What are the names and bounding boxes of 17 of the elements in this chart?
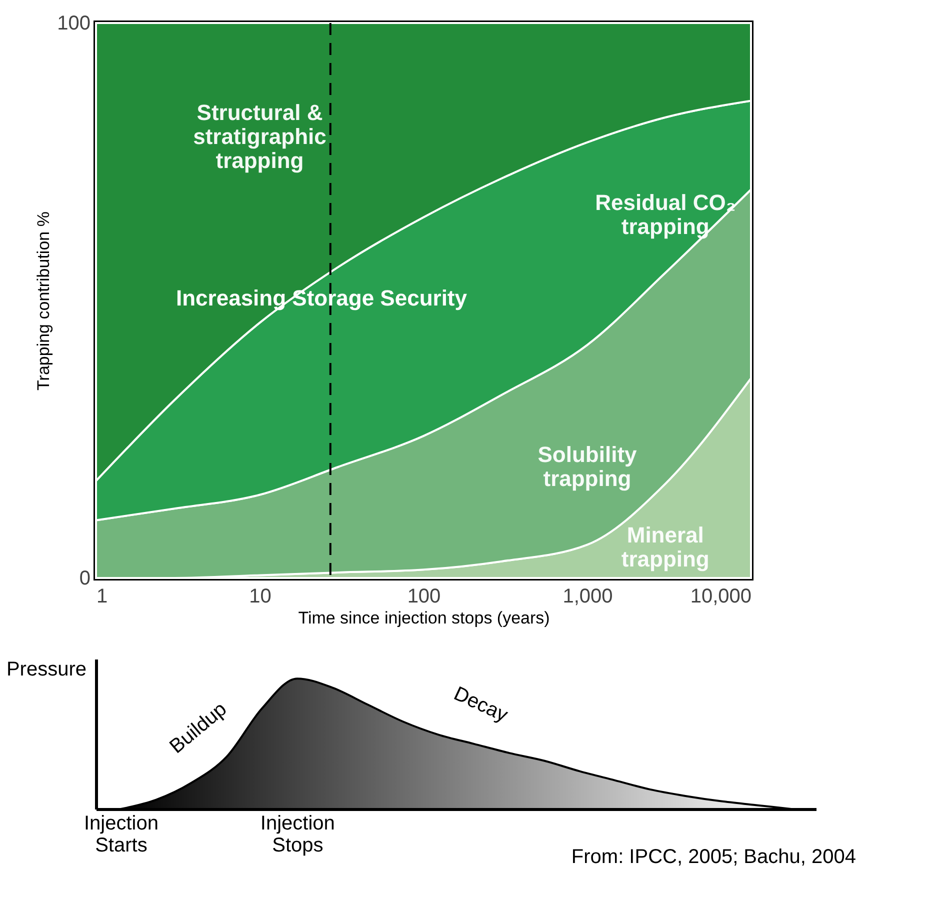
x-tick-label: 100	[407, 586, 441, 608]
x-tick-label: 1,000	[562, 586, 613, 608]
series-label: Solubility trapping	[538, 442, 638, 491]
text: From: IPCC, 2005; Bachu, 2004	[571, 846, 856, 868]
x-tick-label: 10,000	[690, 586, 752, 608]
y-tick-label: 0	[79, 568, 90, 590]
y-axis-title: Pressure	[6, 658, 86, 680]
x-tick-label: 10	[249, 586, 272, 608]
x-tick-label: Injection Starts	[84, 812, 158, 856]
series-label: Structural & stratigraphic trapping	[193, 100, 326, 173]
series-label: Residual CO₂ trapping	[595, 190, 736, 239]
series-label: Mineral trapping	[621, 522, 710, 572]
x-axis-title: Time since injection stops (years)	[298, 608, 550, 628]
x-tick-label: Injection Stops	[260, 812, 335, 856]
x-tick-label: 1	[96, 586, 108, 608]
annotation: Increasing Storage Security	[176, 286, 468, 310]
y-axis-title: Trapping contribution %	[34, 212, 54, 390]
